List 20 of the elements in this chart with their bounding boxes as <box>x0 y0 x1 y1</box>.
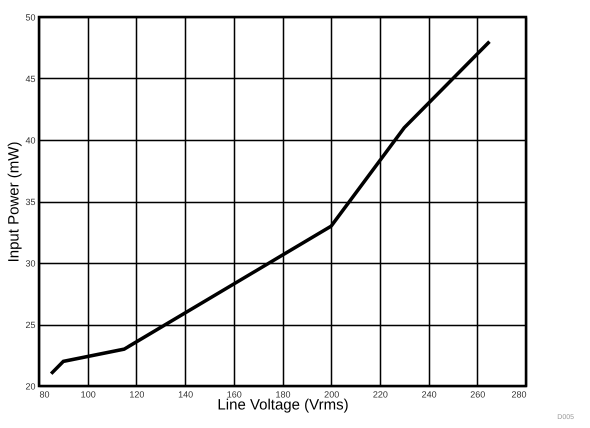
y-tick-label: 30 <box>25 258 36 268</box>
x-tick-label: 120 <box>129 390 144 400</box>
x-tick-label: 260 <box>470 390 486 400</box>
x-tick-label: 80 <box>40 390 50 400</box>
x-tick-label: 180 <box>275 390 291 400</box>
x-tick-label: 220 <box>372 390 388 400</box>
x-tick-label: 160 <box>226 390 242 400</box>
x-tick-label: 100 <box>80 390 96 400</box>
y-tick-label: 35 <box>25 197 36 207</box>
x-tick-label: 240 <box>422 390 437 400</box>
x-tick-label: 280 <box>511 390 526 400</box>
y-tick-label: 40 <box>25 136 36 146</box>
x-tick-label: 140 <box>178 390 194 400</box>
y-tick-label: 45 <box>25 74 36 84</box>
y-tick-label: 25 <box>25 320 36 330</box>
y-tick-label: 50 <box>25 12 36 22</box>
x-axis-title: Line Voltage (Vrms) <box>217 396 349 414</box>
y-tick-label: 20 <box>25 382 36 392</box>
y-axis-title: Input Power (mW) <box>5 142 22 262</box>
x-tick-label: 200 <box>324 390 340 400</box>
